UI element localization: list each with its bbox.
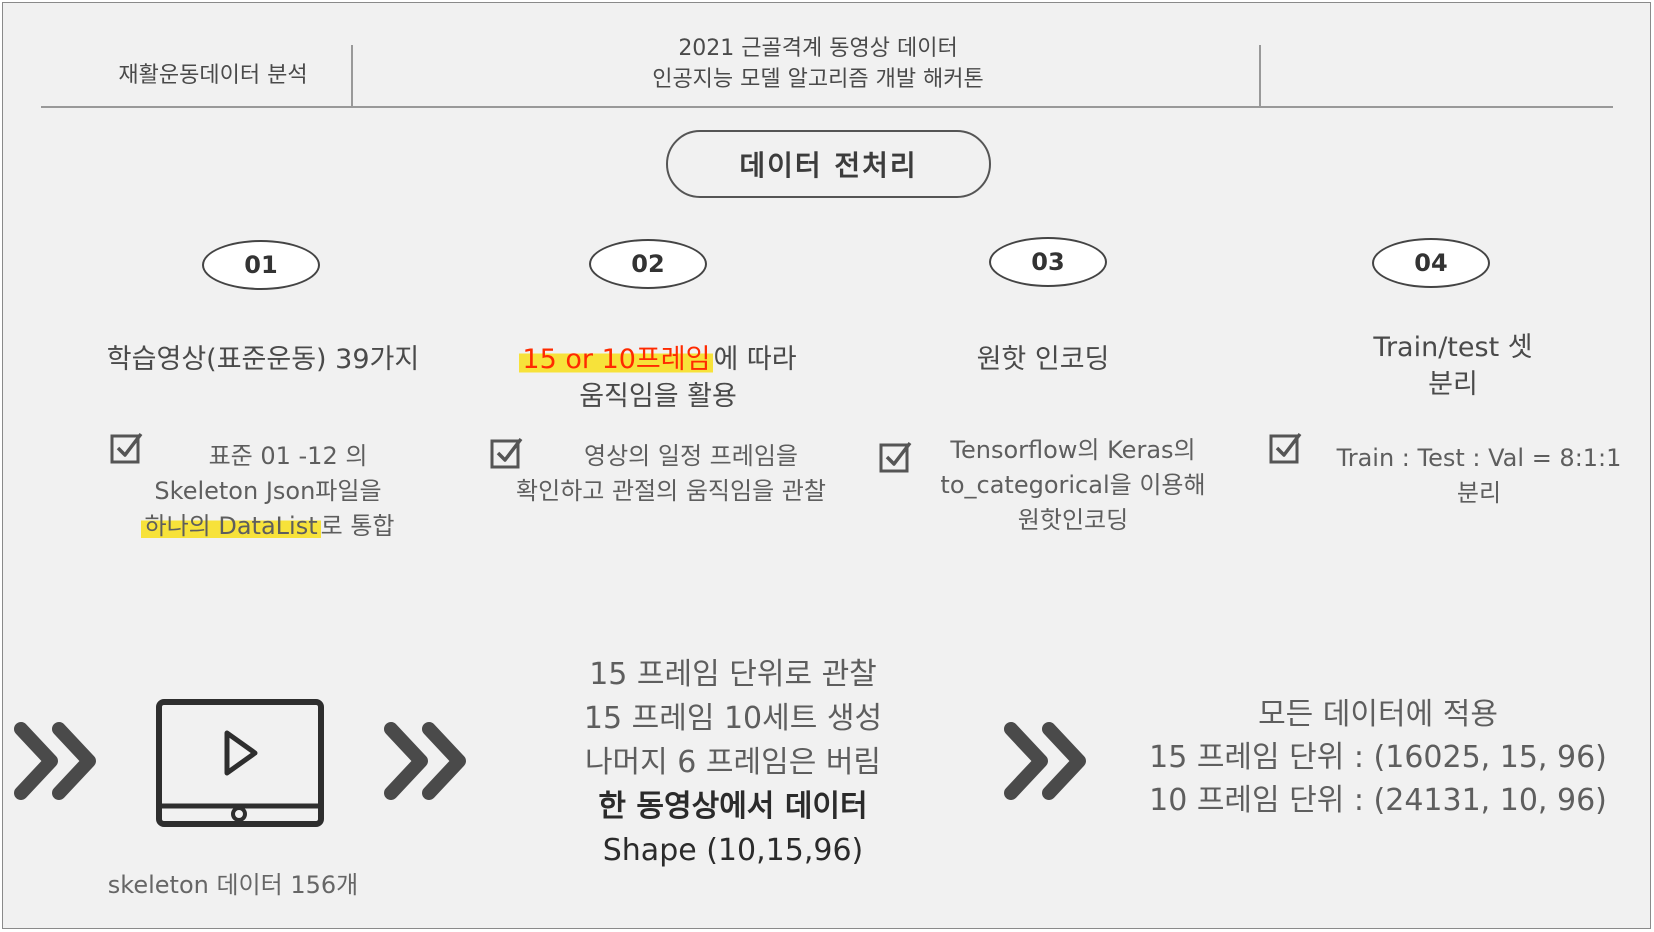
step-desc-03-line1: Tensorflow의 Keras의 bbox=[950, 436, 1196, 464]
bottom-middle-text: 15 프레임 단위로 관찰 15 프레임 10세트 생성 나머지 6 프레임은 … bbox=[523, 653, 943, 873]
step-title-02-rest: 에 따라 bbox=[713, 344, 797, 375]
header-title-line2: 인공지능 모델 알고리즘 개발 해커톤 bbox=[652, 67, 984, 92]
step-title-01: 학습영상(표준운동) 39가지 bbox=[106, 344, 420, 375]
section-title: 데이터 전처리 bbox=[666, 130, 991, 198]
step-title-04: Train/test 셋 분리 bbox=[1293, 329, 1613, 403]
video-label: skeleton 데이터 156개 bbox=[107, 871, 359, 899]
header-divider-left bbox=[351, 45, 353, 108]
step-title-02-line2: 움직임을 활용 bbox=[579, 381, 737, 412]
double-chevron-right-icon bbox=[1004, 722, 1086, 800]
bottom-middle-line5: Shape (10,15,96) bbox=[602, 833, 864, 868]
header-title-line1: 2021 근골격계 동영상 데이터 bbox=[678, 36, 958, 61]
step-desc-02: 영상의 일정 프레임을 확인하고 관절의 움직임을 관찰 bbox=[481, 439, 861, 509]
step-desc-03-line3: 원핫인코딩 bbox=[1017, 506, 1129, 534]
step-desc-01-rest: 로 통합 bbox=[320, 512, 395, 540]
step-desc-03-line2: to_categorical을 이용해 bbox=[940, 471, 1206, 499]
step-desc-01-line2: Skeleton Json파일을 bbox=[154, 477, 382, 505]
step-desc-03: Tensorflow의 Keras의 to_categorical을 이용해 원… bbox=[908, 433, 1238, 538]
step-title-04-line1: Train/test 셋 bbox=[1373, 332, 1533, 363]
bottom-right-line3: 10 프레임 단위 : (24131, 10, 96) bbox=[1149, 783, 1607, 818]
bottom-right-line2: 15 프레임 단위 : (16025, 15, 96) bbox=[1149, 740, 1607, 775]
step-number-02: 02 bbox=[589, 239, 707, 289]
step-number-03: 03 bbox=[989, 237, 1107, 287]
bottom-middle-line3: 나머지 6 프레임은 버림 bbox=[584, 745, 882, 780]
bottom-middle-line4: 한 동영상에서 데이터 bbox=[598, 789, 868, 824]
step-desc-04-line1: Train : Test : Val = 8:1:1 bbox=[1336, 444, 1622, 472]
step-title-03: 원핫 인코딩 bbox=[976, 344, 1110, 375]
double-chevron-right-icon bbox=[14, 722, 96, 800]
step-title-04-line2: 분리 bbox=[1428, 369, 1478, 400]
step-number-04: 04 bbox=[1372, 238, 1490, 288]
checkbox-icon bbox=[490, 437, 523, 469]
double-chevron-right-icon bbox=[384, 722, 466, 800]
bottom-middle-line2: 15 프레임 10세트 생성 bbox=[583, 701, 883, 736]
step-title-02: 15 or 10프레임 에 따라 움직임을 활용 bbox=[473, 341, 843, 415]
bottom-right-line1: 모든 데이터에 적용 bbox=[1258, 697, 1498, 732]
header-rule bbox=[41, 106, 1613, 108]
header-title: 2021 근골격계 동영상 데이터 인공지능 모델 알고리즘 개발 해커톤 bbox=[563, 33, 1073, 95]
video-player-icon bbox=[156, 699, 324, 827]
header-left-label: 재활운동데이터 분석 bbox=[118, 63, 308, 88]
step-desc-01-line1: 표준 01 -12 의 bbox=[208, 442, 368, 470]
step-desc-02-line2: 확인하고 관절의 움직임을 관찰 bbox=[516, 477, 826, 505]
step-desc-04-line2: 분리 bbox=[1456, 479, 1502, 507]
step-desc-02-line1: 영상의 일정 프레임을 bbox=[584, 442, 798, 470]
step-desc-01: 표준 01 -12 의 Skeleton Json파일을 하나의 DataLis… bbox=[103, 439, 433, 544]
step-title-02-highlight: 15 or 10프레임 bbox=[519, 344, 714, 375]
step-desc-04: Train : Test : Val = 8:1:1 분리 bbox=[1313, 441, 1645, 511]
checkbox-icon bbox=[1269, 432, 1302, 464]
bottom-right-text: 모든 데이터에 적용 15 프레임 단위 : (16025, 15, 96) 1… bbox=[1118, 693, 1638, 822]
step-number-01: 01 bbox=[202, 240, 320, 290]
header-divider-right bbox=[1259, 45, 1261, 108]
checkbox-icon bbox=[879, 441, 912, 473]
step-desc-01-highlight: 하나의 DataList bbox=[141, 512, 321, 540]
checkbox-icon bbox=[110, 432, 143, 464]
bottom-middle-line1: 15 프레임 단위로 관찰 bbox=[589, 657, 877, 692]
